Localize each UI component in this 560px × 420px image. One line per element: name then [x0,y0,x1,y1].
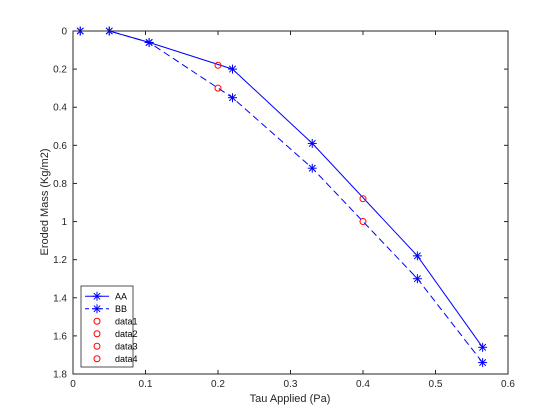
x-tick-label: 0.2 [211,379,225,390]
data-point-AA [228,64,237,74]
data-point-AA [478,342,488,352]
y-tick-label: 0.6 [53,141,67,152]
legend-box [80,285,134,368]
x-tick-label: 0.4 [356,379,370,390]
x-tick-label: 0.3 [284,379,298,390]
series-data2 [214,84,222,92]
y-tick-label: 1.6 [53,331,67,342]
legend-label: data1 [115,316,138,326]
data-point-BB [478,358,488,368]
legend-label: AA [115,291,127,301]
x-tick-label: 0 [70,379,76,390]
legend-label: data2 [115,329,138,339]
legend-item: data1 [93,316,138,326]
series-data1 [214,61,222,69]
axis-ticks: 0 0.1 0.2 0.3 0.4 0.5 0.6 0 0.2 0.4 0.6 0.8 1 1.2 1.4 1… [53,27,515,391]
y-tick-label: 0.2 [53,65,67,76]
x-tick-label: 0.1 [139,379,153,390]
legend-marker [93,330,101,338]
data-point-BB [412,274,422,284]
data-point-data3 [359,195,367,203]
y-tick-label: 1.2 [53,255,67,266]
data-point-AA [307,138,317,148]
series-data3 [359,195,367,203]
legend-item: BB [85,304,127,314]
legend-label: data4 [115,354,138,364]
legend-marker [92,291,102,301]
legend-marker [93,317,101,325]
data-point-AA [412,251,422,261]
y-tick-label: 0.4 [53,103,67,114]
series-data4 [359,218,367,226]
legend-item: data2 [93,329,138,339]
data-point-data2 [214,84,222,92]
data-point-BB [228,93,237,103]
data-point-BB [144,37,154,47]
y-tick-label: 0.8 [53,179,67,190]
legend-item: data3 [93,341,138,351]
x-tick-label: 0.6 [501,379,515,390]
y-tick-label: 1.4 [53,293,67,304]
legend-marker [93,355,101,363]
x-tick-label: 0.5 [429,379,443,390]
legend-item: data4 [93,354,138,364]
legend-label: BB [115,304,127,314]
legend: AA BB data1 data2 data3 data4 [80,285,138,368]
y-tick-label: 1.8 [53,370,67,381]
y-axis-label: Eroded Mass (Kg/m2) [39,149,51,256]
x-axis-label: Tau Applied (Pa) [250,393,331,405]
legend-marker [93,342,101,350]
legend-marker [92,304,102,314]
y-tick-label: 1 [61,217,67,228]
data-point-data4 [359,218,367,226]
y-tick-label: 0 [61,27,67,38]
plot-background [73,31,508,374]
legend-label: data3 [115,341,138,351]
data-point-BB [307,163,317,173]
data-point-data1 [214,61,222,69]
legend-item: AA [85,291,127,301]
